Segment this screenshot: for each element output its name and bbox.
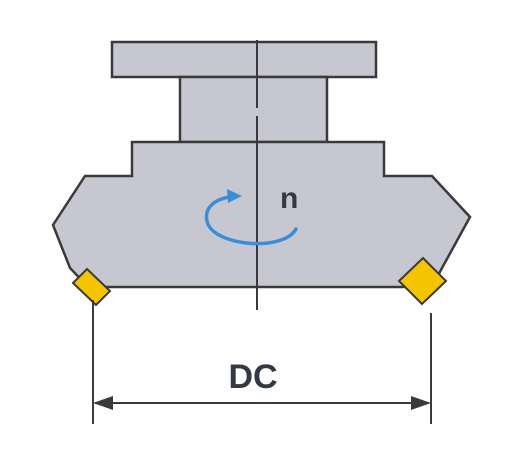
adapter-neck [178, 75, 329, 144]
rotation-speed-label: n [280, 182, 298, 215]
left-insert [71, 267, 112, 307]
cutter-body [51, 140, 472, 289]
cutting-diameter-label: DC [228, 358, 277, 396]
right-insert [397, 256, 448, 306]
rotation-arrow-icon [204, 189, 298, 246]
spindle-shank [110, 40, 378, 79]
